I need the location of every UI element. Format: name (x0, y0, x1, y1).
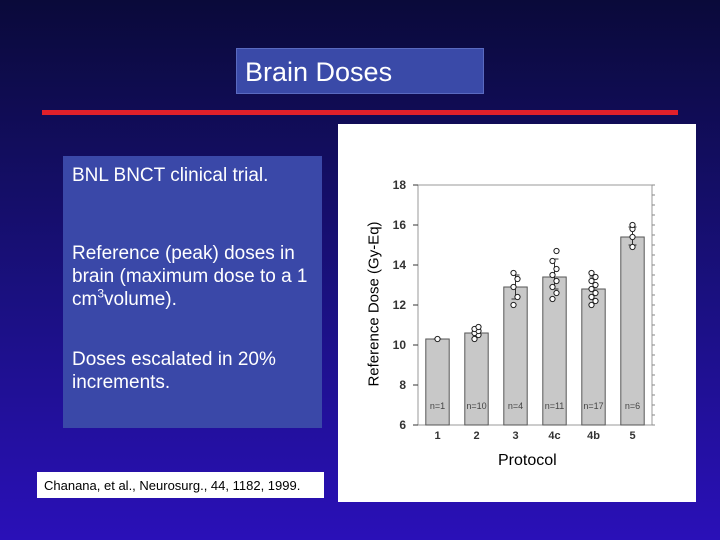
data-point-3 (510, 301, 517, 309)
y-tick-label: 16 (393, 218, 407, 232)
data-point-4c (553, 265, 560, 273)
data-point-4c (553, 277, 560, 285)
n-label-4b: n=17 (583, 401, 603, 411)
x-tick-label-5: 5 (629, 430, 635, 442)
x-tick-label-2: 2 (473, 430, 479, 442)
data-point-4b (588, 269, 595, 277)
data-point-4c (549, 283, 556, 291)
x-tick-label-1: 1 (434, 430, 440, 442)
data-point-4c (549, 271, 556, 279)
paragraph-reference-dose-text: Reference (peak) doses in brain (maximum… (72, 243, 308, 310)
paragraph-reference-dose: Reference (peak) doses in brain (maximum… (72, 242, 317, 311)
chart-panel: 6 8 10 12 14 16 18 n=1 1 n=10 2 n=4 3 n=11 4c n=17 4b n=6… (338, 124, 696, 502)
data-point-4b (588, 277, 595, 285)
n-label-4c: n=11 (545, 401, 565, 411)
y-tick-label: 10 (393, 338, 407, 352)
data-point-4b (592, 281, 599, 289)
dose-chart: 681012141618n=11n=102n=43n=114cn=174bn=6… (393, 178, 655, 442)
data-point-4c (553, 247, 560, 255)
bar-5 (620, 236, 645, 426)
data-point-3 (510, 283, 517, 291)
data-point-3 (510, 269, 517, 277)
paragraph-escalation: Doses escalated in 20% increments. (72, 349, 276, 393)
y-tick-label: 6 (399, 418, 406, 432)
data-point-5 (629, 243, 636, 251)
data-point-4b (592, 273, 599, 281)
citation: Chanana, et al., Neurosurg., 44, 1182, 1… (37, 472, 324, 498)
bar-2 (464, 332, 489, 426)
data-point-4c (553, 289, 560, 297)
y-axis-label: Reference Dose (Gy-Eq) (365, 221, 383, 387)
data-point-4b (592, 289, 599, 297)
y-tick-label: 12 (393, 298, 407, 312)
data-point-4b (588, 301, 595, 309)
data-point-2 (475, 323, 482, 331)
text-panel: BNL BNCT clinical trial. Reference (peak… (63, 156, 322, 428)
slide-title: Brain Doses (245, 57, 393, 87)
paragraph-trial: BNL BNCT clinical trial. (72, 165, 269, 186)
data-point-5 (629, 221, 636, 229)
slide-title-box: Brain Doses (236, 48, 484, 94)
n-label-3: n=4 (508, 401, 523, 411)
n-label-1: n=1 (430, 401, 445, 411)
data-point-4c (549, 295, 556, 303)
n-label-5: n=6 (625, 401, 640, 411)
data-point-1 (434, 335, 441, 343)
data-point-2 (471, 335, 478, 343)
y-tick-label: 8 (399, 378, 406, 392)
n-label-2: n=10 (466, 401, 486, 411)
data-point-4c (549, 257, 556, 265)
data-point-5 (629, 233, 636, 241)
data-point-3 (514, 275, 521, 283)
y-tick-label: 14 (393, 258, 407, 272)
data-point-3 (514, 293, 521, 301)
bar-1 (425, 338, 450, 426)
x-tick-label-3: 3 (512, 430, 518, 442)
paragraph-reference-dose-tail: volume). (104, 289, 177, 310)
x-tick-label-4c: 4c (548, 430, 560, 442)
x-tick-label-4b: 4b (587, 430, 600, 442)
data-point-4b (588, 293, 595, 301)
title-divider (42, 110, 678, 115)
superscript-three: 3 (97, 286, 105, 301)
y-tick-label: 18 (393, 178, 407, 192)
data-point-4b (592, 297, 599, 305)
plot-frame (417, 184, 653, 426)
data-point-4b (588, 285, 595, 293)
x-axis-label: Protocol (498, 452, 557, 469)
